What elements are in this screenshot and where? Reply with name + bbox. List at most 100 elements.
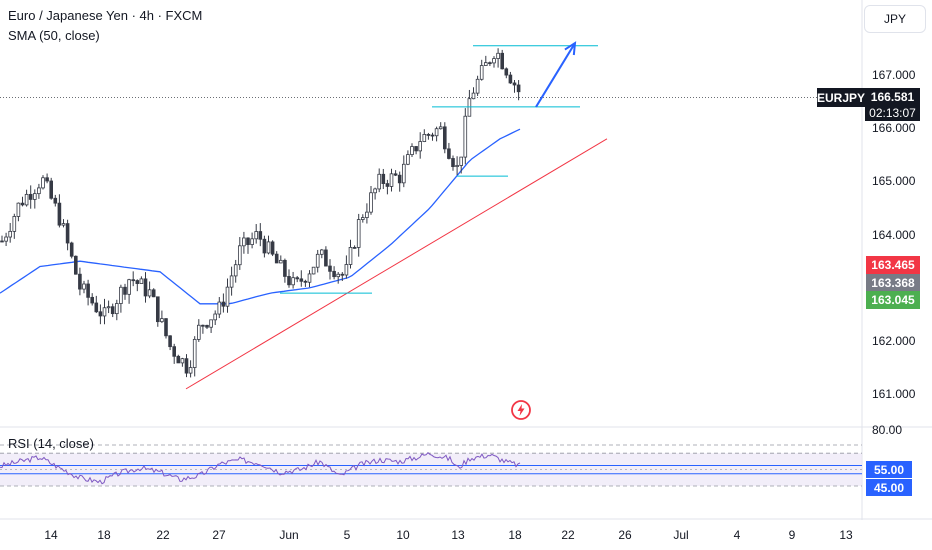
candle <box>0 235 4 243</box>
candle <box>471 87 476 100</box>
candle <box>78 267 82 296</box>
candle <box>205 324 209 330</box>
time-tick-label: 26 <box>618 528 632 542</box>
candle <box>262 235 267 258</box>
candle <box>410 143 414 157</box>
candle <box>172 343 177 364</box>
time-tick-label: 4 <box>733 528 741 542</box>
candle <box>270 240 275 257</box>
rsi-pane <box>0 444 862 487</box>
candle <box>385 179 390 195</box>
candle <box>455 156 459 175</box>
candle <box>61 219 66 228</box>
currency-button[interactable]: JPY <box>864 5 926 33</box>
candle <box>442 122 447 154</box>
candle <box>414 146 418 155</box>
candle <box>258 223 263 247</box>
time-tick-label: 13 <box>839 528 853 542</box>
candle <box>348 239 353 269</box>
candle <box>221 293 226 313</box>
candle <box>340 272 345 282</box>
bolt-icon[interactable] <box>510 399 532 421</box>
projection-arrow <box>535 42 576 108</box>
candle <box>463 108 468 165</box>
candle <box>492 56 496 68</box>
candle <box>20 196 25 207</box>
candle <box>49 177 53 200</box>
candle <box>209 319 213 333</box>
chart-grid <box>0 0 932 520</box>
candle <box>65 219 70 251</box>
candle <box>147 281 152 299</box>
rsi-line <box>0 452 521 485</box>
sma-line <box>0 128 521 305</box>
time-tick-label: 27 <box>212 528 226 542</box>
candle <box>135 279 140 292</box>
time-tick-label: 18 <box>508 528 522 542</box>
candle <box>516 80 521 101</box>
candle <box>127 278 131 304</box>
candle <box>430 132 435 141</box>
candle <box>397 171 402 192</box>
trendline <box>185 138 608 390</box>
candle <box>242 231 246 254</box>
candle <box>328 259 332 280</box>
candle <box>192 336 197 377</box>
sma-legend[interactable]: SMA (50, close) <box>8 28 100 43</box>
time-tick-label: 14 <box>44 528 58 542</box>
candle <box>369 185 373 215</box>
rsi-legend[interactable]: RSI (14, close) <box>8 436 94 451</box>
candle <box>406 150 410 166</box>
symbol-tag: EURJPY <box>817 88 865 107</box>
candle <box>360 214 365 223</box>
time-tick-label: 9 <box>788 528 796 542</box>
drawings <box>185 41 608 390</box>
mid-tag: 163.368 <box>866 274 920 291</box>
candle <box>94 295 99 314</box>
candle <box>123 283 127 300</box>
rsi-axis-top-label: 80.00 <box>872 423 903 437</box>
candle <box>319 248 324 259</box>
candle <box>307 270 312 288</box>
candle <box>389 168 394 192</box>
candle <box>151 288 156 298</box>
candle <box>131 271 136 287</box>
candlestick-series <box>0 48 521 378</box>
candle <box>106 300 111 314</box>
price-tick-label: 164.000 <box>872 227 916 242</box>
candle <box>74 255 78 275</box>
candle <box>512 79 517 93</box>
candle <box>139 276 144 284</box>
candle <box>315 249 320 273</box>
candle <box>233 259 238 283</box>
candle <box>356 213 361 257</box>
candle <box>422 129 427 143</box>
candle <box>483 55 488 66</box>
candle <box>324 246 328 267</box>
candle <box>164 318 168 339</box>
time-tick-label: 18 <box>97 528 111 542</box>
time-tick-label: Jun <box>279 528 299 542</box>
price-tick-label: 161.000 <box>872 387 916 402</box>
candle <box>377 168 381 193</box>
candle <box>352 245 357 249</box>
low-tag: 163.045 <box>866 291 920 309</box>
last-price-tag: 166.581 <box>865 88 920 105</box>
candle <box>119 284 123 313</box>
candle <box>365 203 369 224</box>
candle <box>459 156 463 174</box>
candle <box>451 155 455 171</box>
candle <box>508 71 513 84</box>
price-tick-label: 166.000 <box>872 121 916 136</box>
candle <box>4 232 8 247</box>
candle <box>168 335 172 351</box>
countdown-tag: 02:13:07 <box>865 105 920 121</box>
candle <box>201 324 205 334</box>
candle <box>393 170 398 177</box>
candle <box>274 251 279 264</box>
candle <box>237 237 242 270</box>
candle <box>196 319 201 342</box>
candle <box>336 272 340 284</box>
